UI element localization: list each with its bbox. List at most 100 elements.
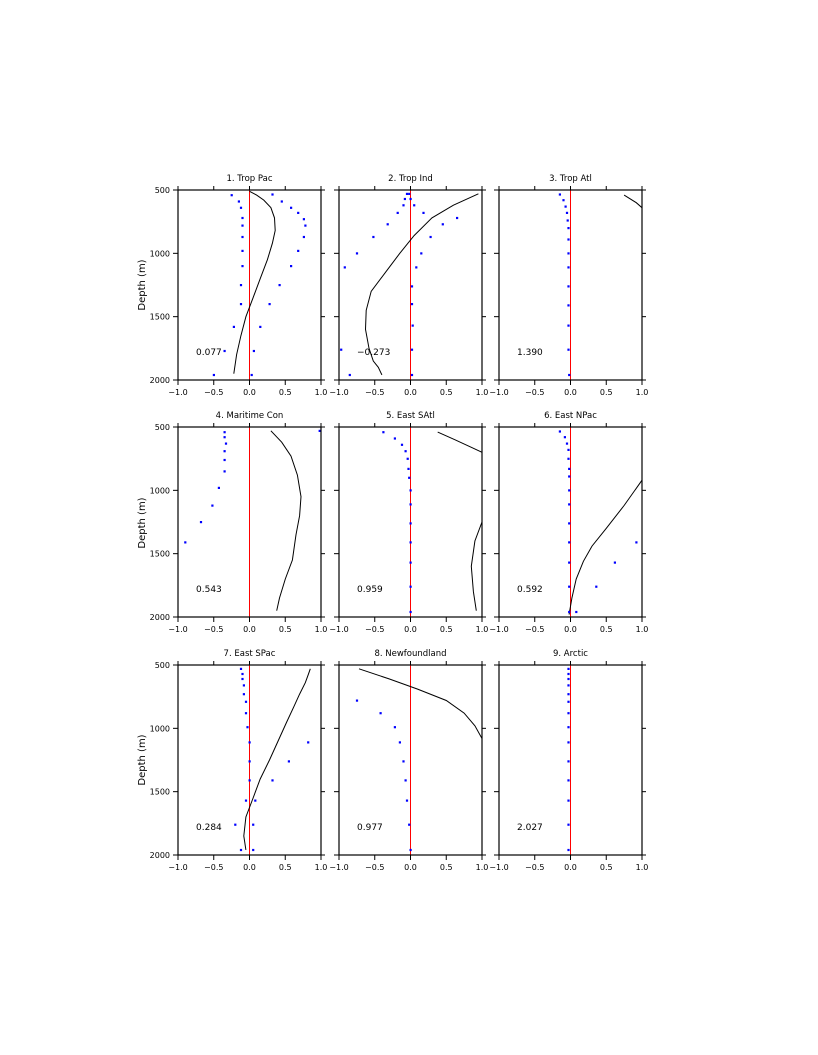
plot-area xyxy=(184,429,321,611)
x-tick-label: 1.0 xyxy=(476,863,489,872)
x-tick-label: 0.5 xyxy=(600,388,613,397)
x-tick-label: −1.0 xyxy=(329,388,348,397)
data-point xyxy=(393,726,396,729)
x-tick-label: −0.5 xyxy=(365,388,384,397)
data-point xyxy=(565,442,569,445)
data-point xyxy=(241,235,244,239)
panel-3: 3. Trop Atl −1.0 −0.5 0.0 0.5 1.0 1.390 xyxy=(489,174,648,397)
y-tick-label: 1500 xyxy=(150,550,170,559)
data-point xyxy=(410,285,414,288)
data-point xyxy=(297,249,300,252)
x-tick-label: 0.0 xyxy=(564,388,577,397)
x-tick-label: −1.0 xyxy=(168,388,187,397)
data-point xyxy=(563,436,566,439)
data-point xyxy=(567,700,570,703)
data-point xyxy=(409,561,412,564)
data-point xyxy=(405,799,409,802)
y-axis-label: Depth (m) xyxy=(137,259,148,310)
series-line-1 xyxy=(623,194,642,209)
x-tick-label: 0.0 xyxy=(404,625,417,634)
data-point xyxy=(568,373,571,377)
data-point xyxy=(575,610,578,614)
data-point xyxy=(372,235,375,239)
data-point xyxy=(223,458,226,462)
data-point xyxy=(259,325,262,328)
data-point xyxy=(558,430,561,433)
data-point xyxy=(393,437,396,440)
data-point xyxy=(567,760,570,763)
data-point xyxy=(241,677,244,681)
panel-2: 2. Trop Ind −1.0 −0.5 0.0 0.5 1.0 −0.273 xyxy=(329,174,488,397)
series-line-1 xyxy=(270,430,302,611)
data-point xyxy=(567,448,570,451)
plot-area xyxy=(567,667,570,852)
panel-8: 8. Newfoundland −1.0 −0.5 0.0 0.5 1.0 0.977 xyxy=(329,649,488,872)
x-tick-label: 0.5 xyxy=(440,625,453,634)
data-point xyxy=(409,522,412,525)
x-tick-label: 0.0 xyxy=(564,625,577,634)
data-point xyxy=(278,284,281,287)
data-point xyxy=(565,211,569,214)
panel-4: 4. Maritime Con −1.0 −0.5 0.0 0.5 1.0 500 1000 1… xyxy=(150,411,328,634)
plot-area xyxy=(234,667,311,852)
data-point xyxy=(567,238,570,241)
x-tick-label: −1.0 xyxy=(489,625,508,634)
x-tick-label: 0.5 xyxy=(440,388,453,397)
panel-value-label: 0.592 xyxy=(517,585,543,595)
x-tick-label: 1.0 xyxy=(636,388,649,397)
x-tick-label: −0.5 xyxy=(525,625,544,634)
panel-title: 1. Trop Pac xyxy=(227,174,273,184)
data-point xyxy=(239,206,243,209)
data-point xyxy=(223,436,226,439)
data-point xyxy=(567,693,570,696)
data-point xyxy=(635,541,638,544)
x-tick-label: 0.5 xyxy=(279,625,292,634)
x-tick-label: −1.0 xyxy=(168,625,187,634)
data-point xyxy=(558,193,561,196)
x-tick-label: 0.0 xyxy=(243,863,256,872)
panel-value-label: 0.077 xyxy=(196,348,222,358)
series-line-1 xyxy=(243,668,311,850)
data-point xyxy=(567,726,570,729)
data-point xyxy=(403,197,406,201)
series-line-1 xyxy=(364,193,479,376)
series-line-1 xyxy=(437,431,482,453)
data-point xyxy=(297,211,300,214)
data-point xyxy=(568,489,571,492)
data-point xyxy=(568,475,571,478)
data-point xyxy=(409,848,412,852)
data-point xyxy=(411,324,414,327)
data-point xyxy=(410,348,414,351)
data-point xyxy=(241,224,244,227)
data-point xyxy=(404,779,407,782)
x-tick-label: 1.0 xyxy=(315,625,328,634)
data-point xyxy=(239,303,243,306)
data-point xyxy=(340,348,343,351)
x-tick-label: −1.0 xyxy=(329,625,348,634)
data-point xyxy=(456,216,459,220)
y-axis-label: Depth (m) xyxy=(137,497,148,548)
data-point xyxy=(568,585,571,588)
data-point xyxy=(248,741,251,744)
y-tick-label: 1000 xyxy=(150,724,170,733)
data-point xyxy=(562,199,565,202)
data-point xyxy=(343,266,346,269)
data-point xyxy=(223,470,226,473)
data-point xyxy=(252,823,255,826)
data-point xyxy=(224,442,228,445)
data-point xyxy=(348,373,351,377)
panel-value-label: 0.977 xyxy=(357,823,383,833)
panel-9: 9. Arctic −1.0 −0.5 0.0 0.5 1.0 2.027 xyxy=(489,649,648,872)
data-point xyxy=(410,303,414,306)
data-point xyxy=(566,219,569,222)
data-point xyxy=(242,693,245,696)
data-point xyxy=(396,211,399,214)
data-point xyxy=(223,450,226,453)
data-point xyxy=(184,541,187,544)
data-point xyxy=(568,467,571,470)
panel-1: 1. Trop Pac −1.0 −0.5 0.0 0.5 1.0 500 1000 1500 2… xyxy=(150,174,328,397)
data-point xyxy=(595,585,598,588)
x-tick-label: 1.0 xyxy=(315,863,328,872)
data-point xyxy=(567,741,570,744)
panel-value-label: 2.027 xyxy=(517,823,543,833)
